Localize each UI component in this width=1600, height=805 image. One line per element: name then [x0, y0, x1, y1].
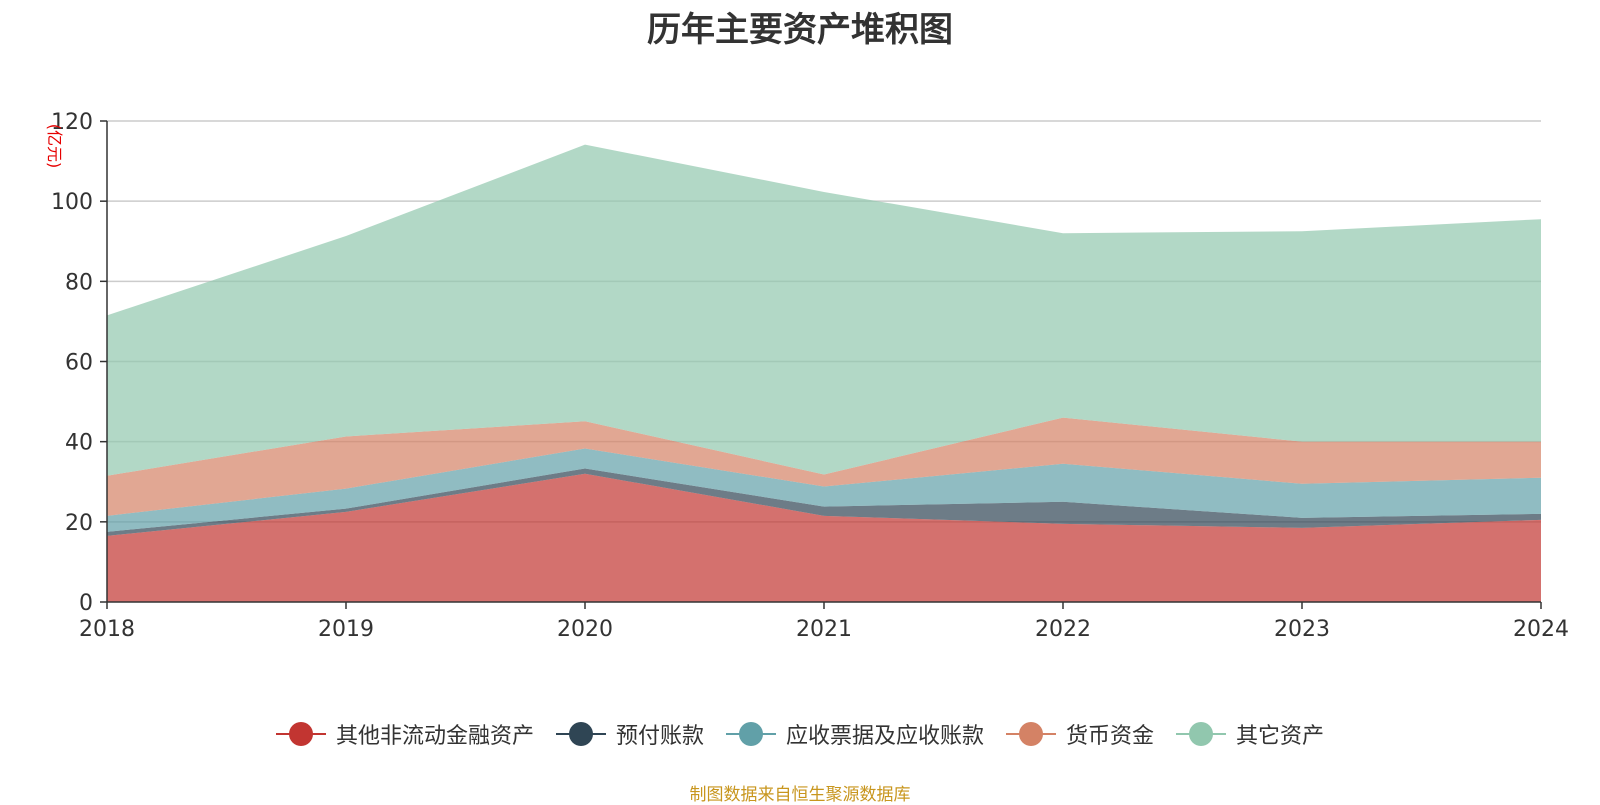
legend-item-3[interactable]: 应收票据及应收账款 — [725, 718, 984, 750]
legend-marker — [1176, 721, 1227, 747]
legend-label: 预付账款 — [615, 724, 704, 749]
legend-item-1[interactable]: 其他非流动金融资产 — [275, 718, 534, 750]
legend-label: 其它资产 — [1236, 724, 1325, 749]
area-series-3 — [107, 448, 1541, 532]
legend-label: 货币资金 — [1066, 724, 1155, 749]
x-tick-label: 2019 — [318, 617, 374, 642]
legend-item-4[interactable]: 货币资金 — [1006, 718, 1154, 750]
x-tick-label: 2021 — [796, 617, 852, 642]
x-tick-label: 2020 — [557, 617, 613, 642]
legend-label: 应收票据及应收账款 — [785, 724, 984, 749]
legend-marker — [725, 721, 776, 747]
area-series-5 — [107, 144, 1541, 476]
legend-marker — [555, 721, 606, 747]
x-tick-label: 2018 — [79, 617, 135, 642]
y-tick-label: 120 — [51, 110, 93, 135]
y-tick-label: 60 — [65, 351, 93, 376]
legend-marker — [1006, 721, 1056, 747]
legend: 其他非流动金融资产 预付账款 应收票据及应收账款 货币资金 其它资产 — [0, 718, 1600, 750]
y-tick-label: 40 — [65, 431, 93, 456]
chart-title: 历年主要资产堆积图 — [647, 10, 953, 50]
y-tick-label: 20 — [65, 511, 93, 536]
area-series-4 — [107, 417, 1541, 516]
legend-item-2[interactable]: 预付账款 — [555, 718, 704, 750]
y-axis-unit-label: (亿元) — [45, 124, 64, 169]
area-series — [107, 144, 1541, 602]
legend-item-5[interactable]: 其它资产 — [1176, 718, 1324, 750]
x-tick-label: 2022 — [1035, 617, 1091, 642]
axes: 0 20 40 60 80 100 120 2018 2019 2020 2021 2022 2023 2… — [51, 110, 1569, 642]
y-tick-label: 0 — [79, 591, 93, 616]
area-series-2 — [107, 468, 1541, 536]
legend-marker — [275, 721, 326, 747]
area-series-1 — [107, 473, 1541, 602]
legend-label: 其他非流动金融资产 — [335, 724, 534, 749]
data-source-note: 制图数据来自恒生聚源数据库 — [689, 785, 911, 805]
x-tick-label: 2024 — [1513, 617, 1569, 642]
y-tick-label: 100 — [51, 190, 93, 215]
y-tick-label: 80 — [65, 270, 93, 295]
x-tick-label: 2023 — [1274, 617, 1330, 642]
